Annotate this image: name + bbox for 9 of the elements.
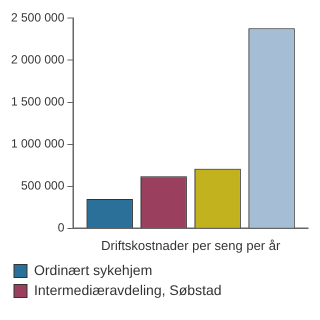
y-tick-label: 1 500 000 [10, 94, 65, 109]
y-tick-label: 2 500 000 [10, 10, 65, 25]
y-tick-label: 0 [58, 220, 65, 235]
x-axis-title: Driftskostnader per seng per år [101, 238, 281, 253]
y-tick-label: 1 000 000 [10, 136, 65, 151]
legend-label: Intermediæravdeling, Søbstad [34, 282, 222, 298]
legend-label: Ordinært sykehjem [34, 262, 152, 278]
y-tick-label: 2 000 000 [10, 52, 65, 67]
y-tick-label: 500 000 [20, 178, 65, 193]
